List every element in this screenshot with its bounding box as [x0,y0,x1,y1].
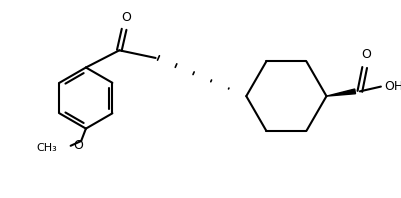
Text: O: O [121,10,131,24]
Text: O: O [73,139,83,152]
Text: O: O [361,48,371,61]
Text: CH₃: CH₃ [36,143,57,153]
Polygon shape [326,89,354,96]
Text: OH: OH [383,80,401,93]
